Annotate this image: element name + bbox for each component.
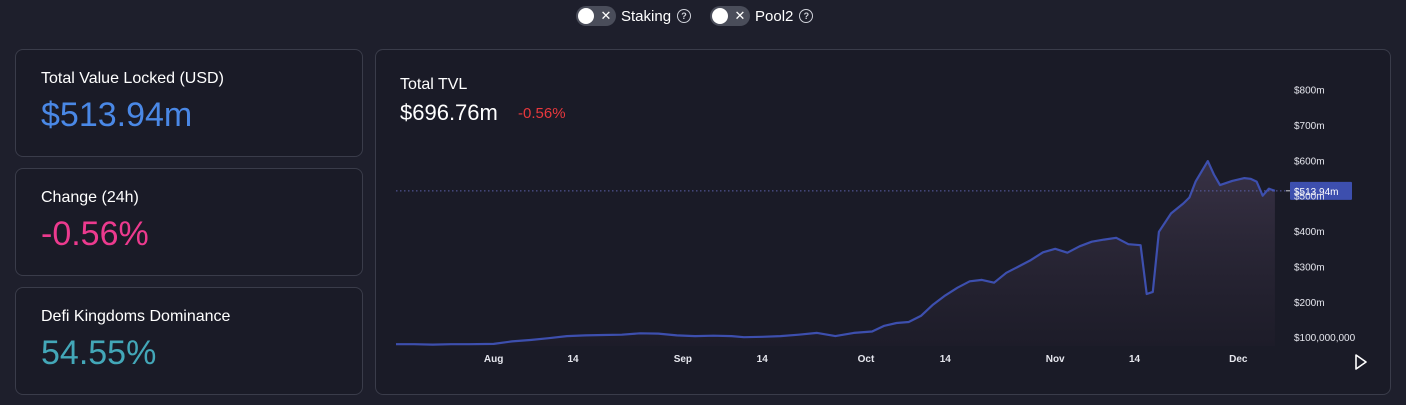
chart-total-value: $696.76m [400, 100, 498, 125]
x-tick-label: Oct [858, 354, 875, 365]
staking-toggle-group: ✕ Staking ? [576, 4, 692, 28]
x-tick-label: Dec [1229, 354, 1248, 365]
current-value-label: $513.94m [1294, 187, 1338, 198]
y-tick-label: $100,000,000 [1294, 333, 1356, 344]
pool2-toggle-group: ✕ Pool2 ? [710, 4, 814, 28]
tvl-area [396, 161, 1275, 346]
help-icon[interactable]: ? [677, 9, 692, 23]
y-tick-label: $200m [1294, 298, 1325, 309]
current-value-badge [1290, 181, 1352, 200]
tvl-value: $513.94m [41, 96, 193, 134]
y-tick-label: $300m [1294, 262, 1325, 273]
toggle-knob [712, 8, 728, 24]
dominance-card: Defi Kingdoms Dominance 54.55% [15, 287, 363, 395]
pool2-toggle[interactable]: ✕ [710, 6, 750, 26]
change-value: -0.56% [41, 215, 149, 253]
close-icon: ✕ [734, 8, 746, 23]
pool2-label: Pool2 [755, 7, 794, 25]
chart-title: Total TVL [400, 76, 468, 93]
x-tick-label: 14 [1129, 354, 1141, 365]
x-tick-label: Aug [484, 354, 503, 365]
tvl-line [396, 160, 1276, 346]
y-tick-label: $800m [1294, 86, 1325, 97]
help-icon[interactable]: ? [799, 9, 814, 23]
toggle-knob [578, 8, 594, 24]
chart-change: -0.56% [518, 105, 566, 122]
staking-toggle[interactable]: ✕ [576, 6, 616, 26]
x-tick-label: 14 [567, 354, 579, 365]
staking-label: Staking [621, 7, 672, 25]
close-icon: ✕ [600, 8, 612, 23]
y-tick-label: $500m [1294, 192, 1325, 203]
tvl-card: Total Value Locked (USD) $513.94m [15, 49, 363, 157]
tvl-label: Total Value Locked (USD) [41, 70, 224, 87]
y-tick-label: $700m [1294, 121, 1325, 132]
y-tick-label: $600m [1294, 156, 1325, 167]
x-tick-label: 14 [940, 354, 952, 365]
x-tick-label: Nov [1046, 354, 1065, 365]
play-icon[interactable] [1354, 354, 1368, 370]
filter-toggles: ✕ Staking ? ✕ Pool2 ? [0, 4, 1406, 30]
change-label: Change (24h) [41, 189, 139, 206]
dominance-value: 54.55% [41, 334, 157, 372]
y-tick-label: $400m [1294, 227, 1325, 238]
tvl-chart[interactable]: $513.94m $100,000,000 $200m $300m $400m $500m… [376, 50, 1390, 394]
tvl-chart-panel: $513.94m $100,000,000 $200m $300m $400m $500m… [375, 49, 1391, 395]
x-tick-label: 14 [757, 354, 769, 365]
dominance-label: Defi Kingdoms Dominance [41, 308, 231, 325]
change-card: Change (24h) -0.56% [15, 168, 363, 276]
x-tick-label: Sep [674, 354, 692, 365]
